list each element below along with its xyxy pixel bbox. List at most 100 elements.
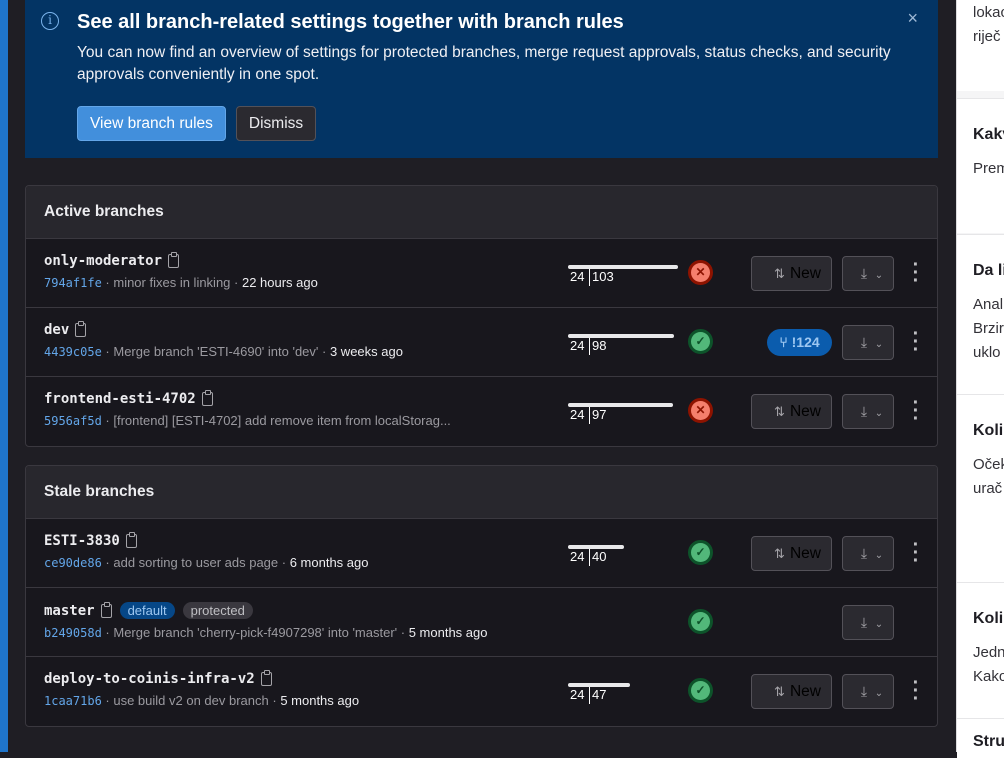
download-icon: ⤓ — [860, 403, 868, 419]
sidebar-section: Kakv Prem — [957, 98, 1004, 233]
merge-request-icon: ⇅ — [774, 266, 785, 281]
download-dropdown[interactable]: ⤓ ⌄ — [842, 394, 894, 429]
pipeline-passed-icon[interactable]: ✓ — [688, 329, 713, 354]
branch-row: deploy-to-coinis-infra-v2 1caa71b6 · use… — [26, 657, 937, 726]
active-branches-card: Active branches only-moderator 794af1fe … — [25, 185, 938, 447]
copy-icon[interactable] — [260, 670, 272, 686]
merge-request-icon: ⇅ — [774, 684, 785, 699]
copy-icon[interactable] — [100, 601, 112, 618]
commit-message: use build v2 on dev branch — [113, 693, 269, 708]
download-icon: ⤓ — [860, 545, 868, 561]
new-merge-request-button[interactable]: ⇅ New — [751, 256, 832, 291]
commit-message: Merge branch 'cherry-pick-f4907298' into… — [113, 625, 398, 640]
new-merge-request-button[interactable]: ⇅ New — [751, 674, 832, 709]
sidebar-section-title: Kolik — [973, 610, 1004, 627]
sidebar-section-title: Da li — [973, 262, 1004, 279]
chevron-down-icon: ⌄ — [874, 619, 884, 630]
commit-message: [frontend] [ESTI-4702] add remove item f… — [113, 413, 451, 428]
sidebar-text: Anal — [973, 296, 1004, 313]
ahead-count: 97 — [592, 407, 607, 422]
copy-icon[interactable] — [168, 252, 180, 268]
branch-row: ESTI-3830 ce90de86 · add sorting to user… — [26, 519, 937, 588]
ahead-count: 98 — [592, 338, 607, 353]
commit-time: 5 months ago — [408, 625, 488, 640]
commit-sha[interactable]: b249058d — [44, 626, 102, 640]
stale-branches-card: Stale branches ESTI-3830 ce90de86 · add … — [25, 465, 938, 727]
ahead-count: 40 — [592, 549, 607, 564]
download-dropdown[interactable]: ⤓ ⌄ — [842, 674, 894, 709]
more-actions-icon[interactable]: · · · — [912, 534, 920, 572]
sidebar-section: Kolik Jedn Kako — [957, 582, 1004, 718]
branch-name[interactable]: dev — [44, 322, 70, 338]
sidebar-text: Kako — [973, 668, 1004, 685]
download-dropdown[interactable]: ⤓ ⌄ — [842, 536, 894, 571]
commit-time: 6 months ago — [289, 555, 369, 570]
sidebar-text: urač — [973, 480, 1003, 497]
active-branches-title: Active branches — [26, 186, 937, 239]
dismiss-button[interactable]: Dismiss — [235, 106, 317, 141]
copy-icon[interactable] — [75, 321, 87, 337]
commit-sha[interactable]: 794af1fe — [44, 276, 102, 290]
chevron-down-icon: ⌄ — [874, 408, 884, 419]
commit-message: Merge branch 'ESTI-4690' into 'dev' — [113, 344, 319, 359]
download-icon: ⤓ — [860, 265, 868, 281]
branch-row: master default protected b249058d · Merge … — [26, 588, 937, 657]
behind-count: 24 — [570, 549, 585, 564]
chevron-down-icon: ⌄ — [874, 550, 884, 561]
chevron-down-icon: ⌄ — [874, 270, 884, 281]
more-actions-icon[interactable]: · · · — [912, 254, 920, 292]
download-icon: ⤓ — [860, 334, 868, 350]
branch-name[interactable]: deploy-to-coinis-infra-v2 — [44, 671, 255, 687]
sidebar-text: uklo — [973, 344, 1001, 361]
pipeline-failed-icon[interactable]: ✕ — [688, 398, 713, 423]
sidebar-section-title: Kolik — [973, 422, 1004, 439]
merge-request-icon: ⇅ — [774, 404, 785, 419]
merge-request-link[interactable]: ⑂ !124 — [767, 329, 832, 356]
branch-row: dev 4439c05e · Merge branch 'ESTI-4690' … — [26, 308, 937, 377]
copy-icon[interactable] — [125, 532, 137, 548]
close-banner-icon[interactable]: × — [907, 8, 918, 28]
branch-row: frontend-esti-4702 5956af5d · [frontend]… — [26, 377, 937, 446]
download-dropdown[interactable]: ⤓ ⌄ — [842, 605, 894, 640]
new-merge-request-button[interactable]: ⇅ New — [751, 394, 832, 429]
more-actions-icon[interactable]: · · · — [912, 672, 920, 710]
more-actions-icon[interactable]: · · · — [912, 323, 920, 361]
sidebar-text: Jedn — [973, 644, 1004, 661]
commit-time: 3 weeks ago — [329, 344, 403, 359]
sidebar-section: Kolik Oček urač — [957, 394, 1004, 582]
pipeline-passed-icon[interactable]: ✓ — [688, 678, 713, 703]
view-branch-rules-button[interactable]: View branch rules — [77, 106, 226, 141]
commit-sha[interactable]: 1caa71b6 — [44, 694, 102, 708]
sidebar-text: lokac — [973, 4, 1004, 21]
default-badge: default — [119, 602, 175, 619]
pipeline-failed-icon[interactable]: ✕ — [688, 260, 713, 285]
right-sidebar: lokac riječ Kakv Prem Da li Anal Brzir uklo Koli… — [956, 0, 1004, 758]
sidebar-section: Da li Anal Brzir uklo — [957, 234, 1004, 394]
merge-icon: ⑂ — [779, 334, 792, 350]
commit-time: 5 months ago — [280, 693, 360, 708]
branch-name[interactable]: frontend-esti-4702 — [44, 391, 196, 407]
left-edge-strip — [0, 0, 8, 752]
commit-sha[interactable]: ce90de86 — [44, 556, 102, 570]
more-actions-icon[interactable]: · · · — [912, 392, 920, 430]
chevron-down-icon: ⌄ — [874, 339, 884, 350]
branch-name[interactable]: ESTI-3830 — [44, 533, 120, 549]
branch-name[interactable]: master — [44, 602, 95, 619]
branch-row: only-moderator 794af1fe · minor fixes in… — [26, 239, 937, 308]
pipeline-passed-icon[interactable]: ✓ — [688, 540, 713, 565]
commit-sha[interactable]: 4439c05e — [44, 345, 102, 359]
commit-sha[interactable]: 5956af5d — [44, 414, 102, 428]
ahead-count: 103 — [592, 269, 614, 284]
behind-count: 24 — [570, 407, 585, 422]
branch-name[interactable]: only-moderator — [44, 253, 163, 269]
ahead-count: 47 — [592, 687, 607, 702]
download-icon: ⤓ — [860, 683, 868, 699]
download-dropdown[interactable]: ⤓ ⌄ — [842, 325, 894, 360]
pipeline-passed-icon[interactable]: ✓ — [688, 609, 713, 634]
banner-body: You can now find an overview of settings… — [77, 44, 891, 83]
commit-message: add sorting to user ads page — [113, 555, 279, 570]
divergence-bar — [568, 683, 630, 687]
copy-icon[interactable] — [201, 390, 213, 406]
download-dropdown[interactable]: ⤓ ⌄ — [842, 256, 894, 291]
new-merge-request-button[interactable]: ⇅ New — [751, 536, 832, 571]
